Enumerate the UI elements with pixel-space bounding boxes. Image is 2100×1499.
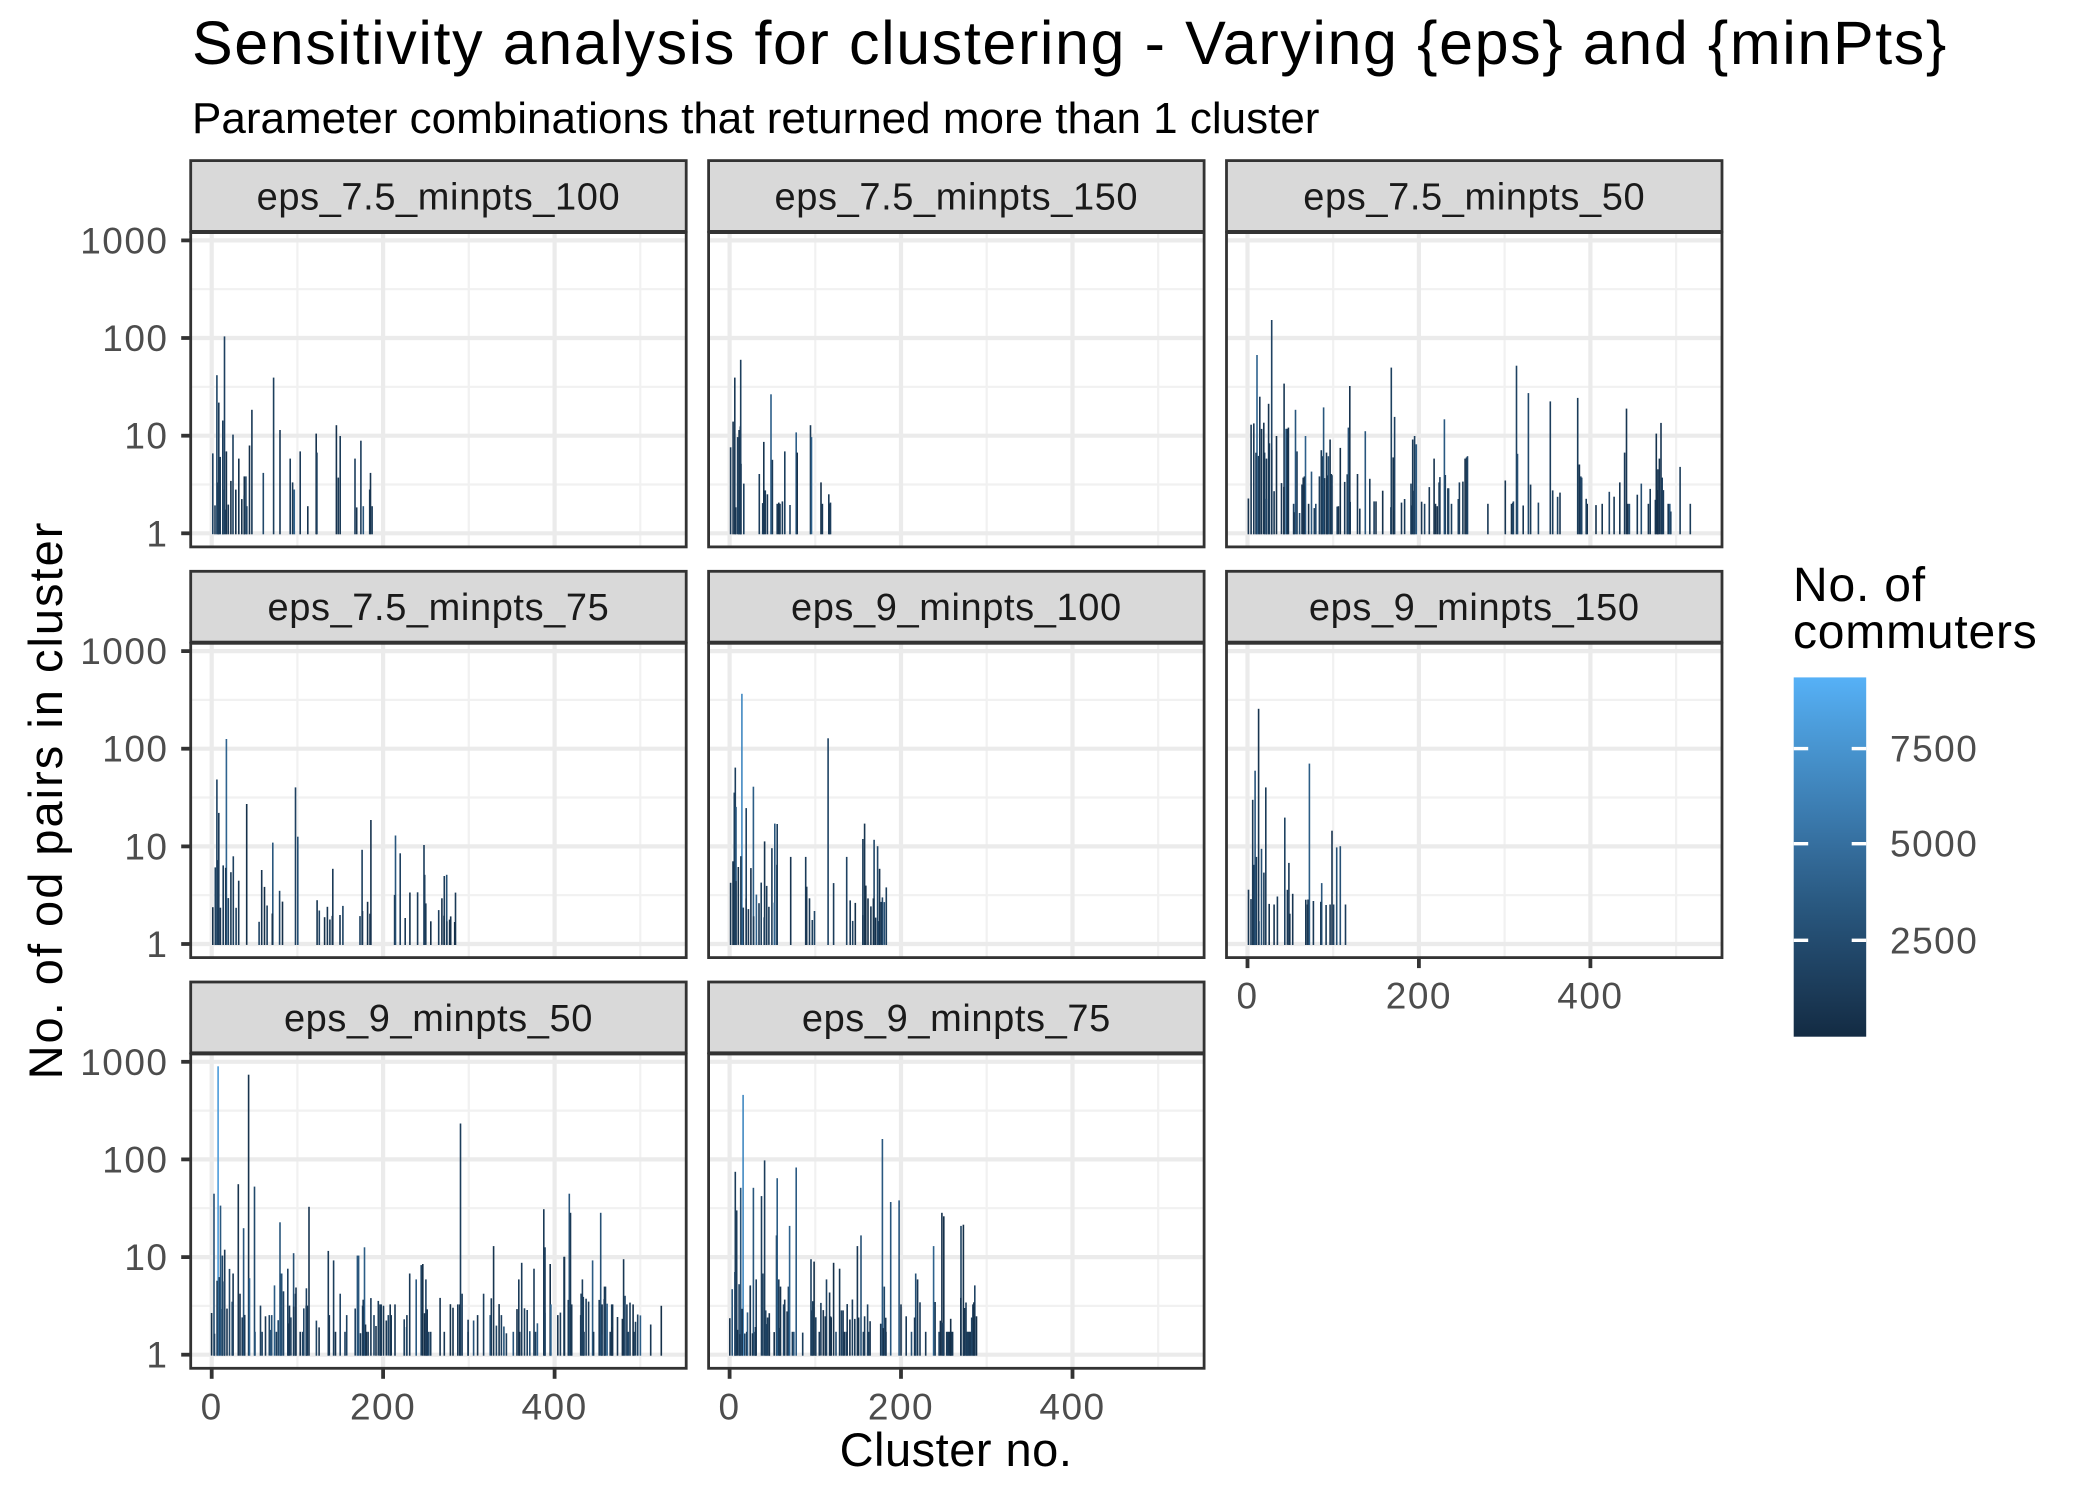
svg-text:1000: 1000 bbox=[80, 631, 168, 672]
svg-text:eps_7.5_minpts_50: eps_7.5_minpts_50 bbox=[1303, 177, 1645, 219]
svg-text:Sensitivity analysis for clust: Sensitivity analysis for clustering - Va… bbox=[192, 9, 1948, 77]
svg-text:10: 10 bbox=[124, 1237, 168, 1278]
svg-text:No. of: No. of bbox=[1793, 559, 1926, 612]
svg-text:No. of od pairs in cluster: No. of od pairs in cluster bbox=[19, 521, 72, 1080]
svg-text:eps_9_minpts_50: eps_9_minpts_50 bbox=[284, 998, 593, 1040]
svg-text:1: 1 bbox=[146, 513, 168, 554]
svg-text:eps_7.5_minpts_150: eps_7.5_minpts_150 bbox=[775, 177, 1139, 219]
svg-text:eps_7.5_minpts_100: eps_7.5_minpts_100 bbox=[257, 177, 621, 219]
svg-text:10: 10 bbox=[124, 826, 168, 867]
svg-text:2500: 2500 bbox=[1890, 920, 1978, 961]
svg-text:commuters: commuters bbox=[1793, 606, 2038, 659]
svg-text:1: 1 bbox=[146, 1335, 168, 1376]
svg-text:200: 200 bbox=[350, 1386, 416, 1427]
svg-text:10: 10 bbox=[124, 416, 168, 457]
svg-text:400: 400 bbox=[521, 1386, 587, 1427]
svg-text:eps_9_minpts_100: eps_9_minpts_100 bbox=[791, 587, 1122, 629]
svg-text:5000: 5000 bbox=[1890, 824, 1978, 865]
svg-text:100: 100 bbox=[102, 318, 168, 359]
svg-text:eps_7.5_minpts_75: eps_7.5_minpts_75 bbox=[268, 587, 610, 629]
svg-text:400: 400 bbox=[1039, 1386, 1105, 1427]
svg-text:1: 1 bbox=[146, 924, 168, 965]
svg-text:1000: 1000 bbox=[80, 1042, 168, 1083]
svg-text:7500: 7500 bbox=[1890, 729, 1978, 770]
svg-text:200: 200 bbox=[868, 1386, 934, 1427]
svg-text:eps_9_minpts_150: eps_9_minpts_150 bbox=[1309, 587, 1640, 629]
svg-text:0: 0 bbox=[201, 1386, 223, 1427]
svg-text:Cluster no.: Cluster no. bbox=[840, 1423, 1073, 1476]
svg-text:100: 100 bbox=[102, 729, 168, 770]
svg-text:1000: 1000 bbox=[80, 220, 168, 261]
svg-text:eps_9_minpts_75: eps_9_minpts_75 bbox=[802, 998, 1111, 1040]
svg-text:Parameter combinations that re: Parameter combinations that returned mor… bbox=[192, 94, 1319, 143]
svg-text:0: 0 bbox=[719, 1386, 741, 1427]
svg-text:100: 100 bbox=[102, 1139, 168, 1180]
svg-text:0: 0 bbox=[1236, 976, 1258, 1017]
svg-text:200: 200 bbox=[1386, 976, 1452, 1017]
svg-text:400: 400 bbox=[1557, 976, 1623, 1017]
